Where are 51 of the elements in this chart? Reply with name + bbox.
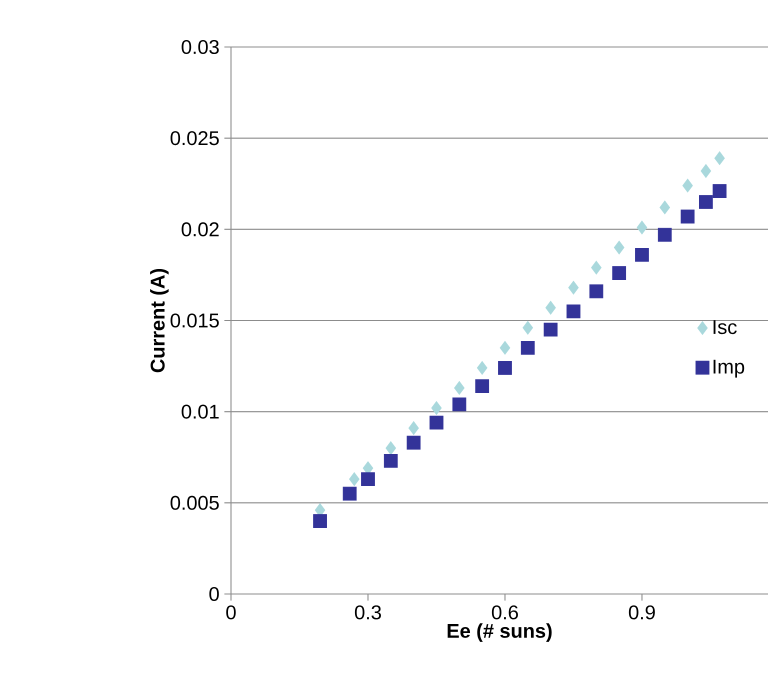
point bbox=[712, 184, 727, 198]
point bbox=[635, 248, 649, 262]
point bbox=[522, 320, 534, 335]
point bbox=[545, 300, 556, 315]
y-axis-title: Current (A) bbox=[150, 268, 169, 372]
point bbox=[658, 228, 672, 242]
point bbox=[476, 361, 488, 375]
point bbox=[544, 322, 558, 337]
point bbox=[386, 441, 396, 456]
point bbox=[568, 280, 579, 295]
point bbox=[498, 361, 512, 375]
point bbox=[714, 151, 725, 166]
y-tick-label: 0.01 bbox=[182, 404, 219, 419]
point bbox=[660, 200, 670, 214]
y-tick-label: 0.015 bbox=[170, 313, 219, 328]
y-tick-label: 0.025 bbox=[170, 131, 219, 146]
point bbox=[680, 210, 695, 224]
x-axis-title: Ee (# suns) bbox=[448, 623, 552, 642]
point bbox=[698, 195, 713, 209]
point bbox=[520, 340, 535, 355]
point bbox=[500, 340, 510, 355]
point bbox=[430, 416, 444, 430]
point bbox=[313, 514, 327, 528]
legend-label: Imp bbox=[714, 360, 744, 378]
point bbox=[700, 164, 712, 178]
point bbox=[454, 381, 465, 395]
point bbox=[475, 379, 490, 394]
x-tick-label: 0 bbox=[226, 605, 236, 620]
point bbox=[452, 397, 466, 412]
y-tick-label: 0 bbox=[209, 586, 219, 602]
point bbox=[612, 266, 626, 280]
point bbox=[406, 436, 421, 450]
point bbox=[566, 304, 580, 318]
point bbox=[431, 401, 442, 415]
point bbox=[614, 240, 624, 254]
y-tick-label: 0.005 bbox=[170, 496, 219, 510]
point bbox=[361, 472, 375, 486]
x-tick-label: 0.3 bbox=[354, 605, 381, 620]
point bbox=[384, 454, 398, 468]
point bbox=[682, 178, 693, 192]
legend-label: Isc bbox=[714, 320, 737, 334]
point bbox=[591, 260, 602, 275]
point bbox=[589, 284, 604, 298]
point bbox=[636, 220, 648, 234]
x-tick-label: 0.9 bbox=[628, 605, 655, 620]
point bbox=[408, 421, 419, 435]
point bbox=[349, 472, 360, 486]
x-tick-label: 0.6 bbox=[492, 605, 518, 620]
point bbox=[342, 486, 357, 501]
y-tick-label: 0.02 bbox=[182, 222, 219, 236]
y-tick-label: 0.03 bbox=[182, 40, 219, 54]
